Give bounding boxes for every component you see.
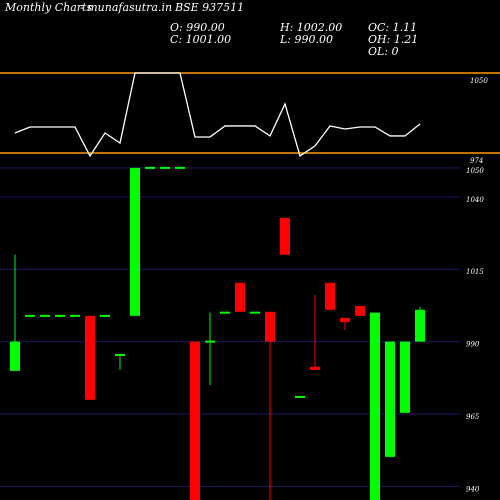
candle-body <box>310 366 320 370</box>
candle-body <box>160 166 170 169</box>
indicator-line <box>14 72 421 158</box>
candle-body <box>265 311 275 342</box>
y-tick-label: 965 <box>466 413 480 421</box>
candle-body <box>295 395 305 398</box>
candle-body <box>400 341 410 413</box>
candle-body <box>340 317 350 322</box>
candle-body <box>370 312 380 500</box>
candle-body <box>355 306 365 316</box>
stat: OL: 0 <box>368 45 399 58</box>
candle-body <box>145 166 155 169</box>
y-tick-label: 1050 <box>466 167 484 175</box>
candle-body <box>130 167 140 316</box>
stat: O: 990.00 <box>170 21 225 34</box>
y-tick-label: 1040 <box>466 196 484 204</box>
candle-body <box>10 341 20 371</box>
candle-body <box>70 314 80 317</box>
stat: L: 990.00 <box>279 33 333 46</box>
stat: C: 1001.00 <box>170 33 231 46</box>
y-tick-label: 990 <box>466 341 480 349</box>
candle-body <box>115 353 125 356</box>
symbol: BSE 937511 <box>174 1 244 14</box>
stat: H: 1002.00 <box>279 21 342 34</box>
candle-body <box>100 314 110 317</box>
chart-title: Monthly Charts <box>4 1 92 14</box>
stat: OC: 1.11 <box>368 21 417 34</box>
y-tick-label: 974 <box>470 157 483 165</box>
site-name: - munafasutra.in <box>80 1 172 14</box>
y-tick-label: 1015 <box>466 268 484 276</box>
candle-body <box>415 309 425 342</box>
candle-body <box>55 314 65 317</box>
candle-body <box>190 341 200 500</box>
candle-body <box>25 314 35 317</box>
candle-body <box>40 314 50 317</box>
stat: OH: 1.21 <box>368 33 418 46</box>
candle-body <box>205 340 215 343</box>
candle-body <box>250 311 260 314</box>
candle-body <box>85 315 95 400</box>
candle-body <box>220 311 230 314</box>
y-tick-label: 940 <box>466 485 480 493</box>
y-tick-label: 1050 <box>470 77 488 85</box>
candle-body <box>280 217 290 255</box>
candle-body <box>385 341 395 457</box>
candle-body <box>175 166 185 169</box>
candle-body <box>325 282 335 310</box>
candle-body <box>235 282 245 312</box>
